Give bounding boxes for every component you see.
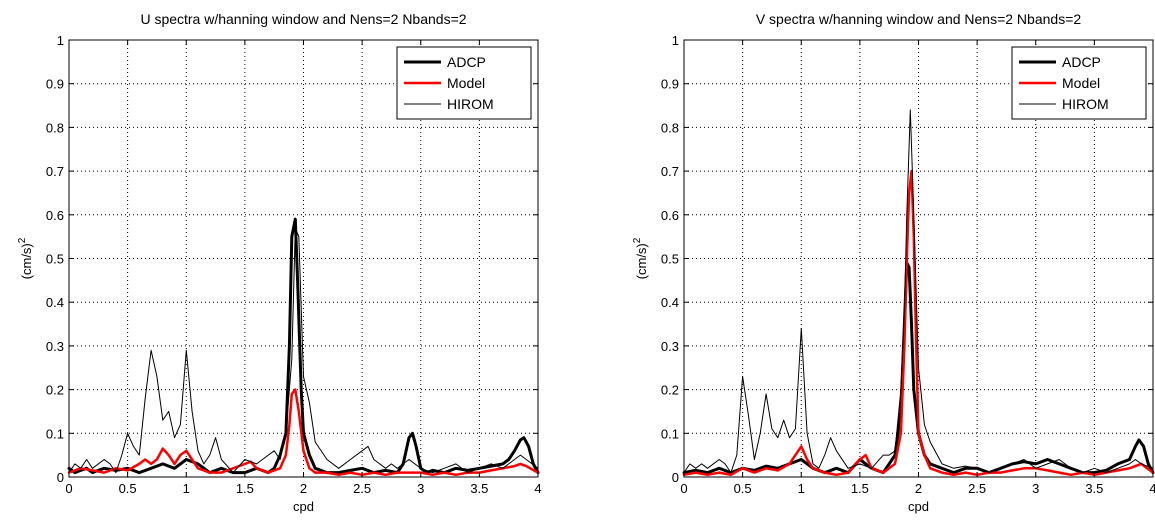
x-tick-label: 1: [798, 481, 805, 496]
x-tick-label: 4: [534, 481, 541, 496]
y-tick-label: 0.3: [46, 339, 64, 354]
x-tick-label: 1.5: [236, 481, 254, 496]
y-tick-label: 0.9: [661, 77, 679, 92]
x-tick-label: 3.5: [1085, 481, 1103, 496]
legend-label-model: Model: [1062, 75, 1100, 91]
x-tick-label: 0.5: [119, 481, 137, 496]
y-tick-label: 0.4: [661, 295, 679, 310]
x-tick-label: 3.5: [470, 481, 488, 496]
legend-label-hirom: HIROM: [447, 96, 494, 112]
x-tick-label: 0: [680, 481, 687, 496]
y-tick-label: 0.2: [46, 383, 64, 398]
x-tick-label: 0: [65, 481, 72, 496]
series-line-model: [682, 169, 1155, 477]
y-axis-label-main: (cm/s): [634, 243, 649, 279]
legend-label-adcp: ADCP: [447, 54, 486, 70]
legend: ADCP Model HIROM: [396, 46, 532, 120]
series-line-hirom: [683, 109, 1154, 474]
x-axis-label: cpd: [908, 499, 929, 514]
y-tick-label: 0.6: [661, 208, 679, 223]
legend-label-adcp: ADCP: [1062, 54, 1101, 70]
series-line-model: [67, 388, 540, 477]
y-tick-label: 0.1: [661, 426, 679, 441]
legend-label-hirom: HIROM: [1062, 96, 1109, 112]
y-axis-label: (cm/s)2: [632, 237, 649, 279]
x-tick-label: 0.5: [734, 481, 752, 496]
v-spectra-panel: 0 0.5 1 1.5 2 2.5 3 3.5 4 0 0.1 0.2 0.3 0.4 0.5 0.6 0.7 0…: [632, 11, 1155, 514]
y-tick-label: 0.1: [46, 426, 64, 441]
y-tick-label: 0.3: [661, 339, 679, 354]
x-tick-label: 1.5: [851, 481, 869, 496]
x-tick-label: 2: [300, 481, 307, 496]
y-axis-label-main: (cm/s): [19, 243, 34, 279]
series-line-hirom: [68, 227, 539, 474]
chart-title: U spectra w/hanning window and Nens=2 Nb…: [140, 11, 466, 27]
y-tick-label: 0.9: [46, 77, 64, 92]
x-tick-label: 2.5: [353, 481, 371, 496]
legend-label-model: Model: [447, 75, 485, 91]
legend: ADCP Model HIROM: [1011, 46, 1147, 120]
chart-title: V spectra w/hanning window and Nens=2 Nb…: [756, 11, 1082, 27]
y-tick-label: 1: [672, 33, 679, 48]
x-axis-label: cpd: [293, 499, 314, 514]
x-tick-label: 3: [1032, 481, 1039, 496]
y-axis-label-superscript: 2: [632, 237, 643, 243]
u-spectra-panel: 0 0.5 1 1.5 2 2.5 3 3.5 4 0 0.1 0.2 0.3 0.4 0.5 0.6 0.7 0…: [17, 11, 542, 514]
x-tick-label: 3: [417, 481, 424, 496]
y-tick-label: 0.7: [661, 164, 679, 179]
y-tick-label: 0.5: [661, 252, 679, 267]
y-tick-label: 0: [57, 470, 64, 485]
y-tick-label: 0.2: [661, 383, 679, 398]
series-line-adcp: [67, 217, 540, 475]
x-tick-label: 2: [915, 481, 922, 496]
y-tick-label: 1: [57, 33, 64, 48]
x-tick-label: 2.5: [968, 481, 986, 496]
y-axis-label-superscript: 2: [17, 237, 28, 243]
y-tick-label: 0: [672, 470, 679, 485]
y-tick-label: 0.8: [46, 120, 64, 135]
y-tick-label: 0.4: [46, 295, 64, 310]
y-tick-label: 0.6: [46, 208, 64, 223]
y-axis-label: (cm/s)2: [17, 237, 34, 279]
y-tick-label: 0.5: [46, 252, 64, 267]
y-tick-label: 0.8: [661, 120, 679, 135]
x-tick-label: 4: [1149, 481, 1155, 496]
y-tick-label: 0.7: [46, 164, 64, 179]
x-tick-label: 1: [183, 481, 190, 496]
